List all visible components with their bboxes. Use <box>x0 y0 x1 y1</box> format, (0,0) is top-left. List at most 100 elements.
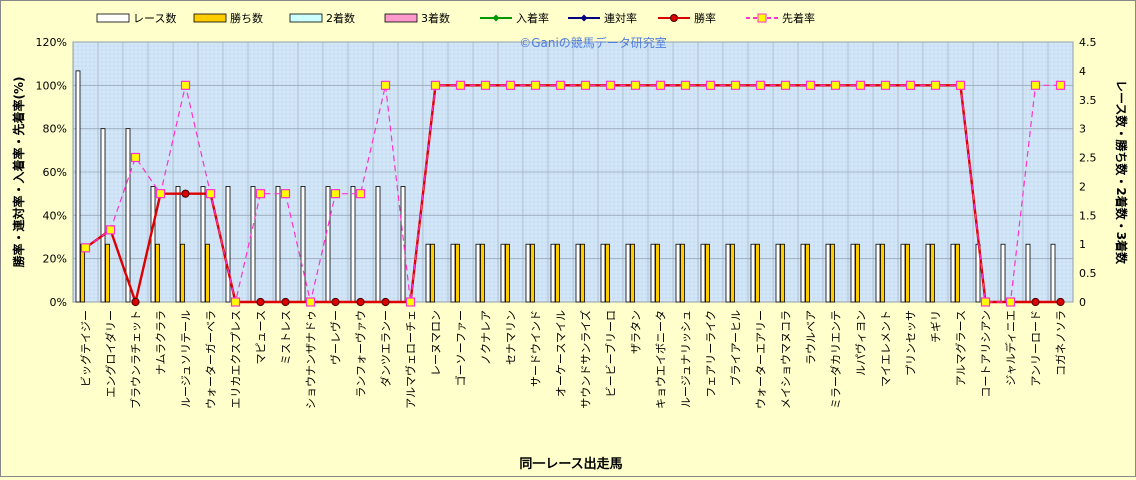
point-先着率 <box>655 80 666 90</box>
bar-series <box>75 70 1056 303</box>
y-tick-right: 4 <box>1079 65 1086 78</box>
line-series <box>80 80 1066 307</box>
bar-レース数 <box>525 243 531 303</box>
legend-swatch <box>384 13 418 23</box>
y-tick-left: 120% <box>36 36 67 49</box>
point-先着率 <box>405 297 416 307</box>
point-先着率 <box>1005 297 1016 307</box>
x-category-label: レーヌマロン <box>430 310 443 376</box>
point-先着率 <box>580 80 591 90</box>
legend-label: 入着率 <box>516 11 549 25</box>
y-tick-right: 3 <box>1079 123 1086 136</box>
point-先着率 <box>230 297 241 307</box>
x-category-label: コートアリシアン <box>980 310 993 398</box>
x-category-label: ビービーブリーロ <box>604 310 618 397</box>
point-先着率 <box>1030 80 1041 90</box>
x-category-label: エングロイダリー <box>104 310 118 398</box>
bar-レース数 <box>475 243 481 303</box>
x-category-label: オーケースマイル <box>555 310 568 397</box>
x-category-label: キョウエイボニータ <box>655 310 668 409</box>
bar-勝ち数 <box>830 243 835 303</box>
x-category-label: ザラタン <box>630 310 643 354</box>
bar-レース数 <box>625 243 631 303</box>
legend-swatch <box>96 13 130 23</box>
x-axis-label: 同一レース出走馬 <box>519 456 622 472</box>
point-勝率 <box>256 297 265 307</box>
y-tick-right: 2.5 <box>1079 152 1097 165</box>
x-category-label: サードウインド <box>530 310 543 387</box>
x-category-label: ゴーソーファー <box>454 310 468 386</box>
bar-レース数 <box>175 186 181 303</box>
legend-marker <box>580 14 588 22</box>
point-先着率 <box>255 189 266 199</box>
bar-レース数 <box>125 128 131 303</box>
x-category-label: ミラーダカリエンテ <box>829 310 843 409</box>
point-先着率 <box>855 80 866 90</box>
bar-レース数 <box>425 243 431 303</box>
bar-レース数 <box>225 186 231 303</box>
point-先着率 <box>830 80 841 90</box>
point-勝率 <box>381 297 390 307</box>
y-axis-label-left: 勝率・連対率・入着率・先着率(%) <box>11 77 26 268</box>
y-tick-right: 4.5 <box>1079 36 1097 49</box>
bar-勝ち数 <box>155 243 160 303</box>
bar-勝ち数 <box>805 243 810 303</box>
point-先着率 <box>480 80 491 90</box>
point-勝率 <box>131 297 140 307</box>
point-先着率 <box>730 80 741 90</box>
point-先着率 <box>380 80 391 90</box>
y-tick-left: 0% <box>50 296 67 309</box>
point-先着率 <box>180 80 191 90</box>
y-axis-label-right: レース数・勝ち数・2着数・3着数 <box>1114 80 1129 265</box>
bar-レース数 <box>775 243 781 303</box>
bar-勝ち数 <box>480 243 485 303</box>
bar-レース数 <box>1000 243 1006 303</box>
bar-レース数 <box>575 243 581 303</box>
bar-勝ち数 <box>855 243 860 303</box>
point-勝率 <box>1031 297 1040 307</box>
x-category-label: サウンドサンライズ <box>579 310 593 409</box>
bar-勝ち数 <box>655 243 660 303</box>
y-tick-left: 100% <box>36 79 67 92</box>
point-先着率 <box>355 189 366 199</box>
x-category-label: ショウナンザナドゥ <box>305 310 318 409</box>
y-tick-left: 80% <box>43 123 67 136</box>
x-category-label: コガネノソラ <box>1055 310 1068 376</box>
bar-勝ち数 <box>930 243 935 303</box>
bar-勝ち数 <box>680 243 685 303</box>
bar-勝ち数 <box>905 243 910 303</box>
x-category-label: ルージュナリッシュ <box>680 310 693 408</box>
bar-レース数 <box>650 243 656 303</box>
point-先着率 <box>530 80 541 90</box>
bar-勝ち数 <box>630 243 635 303</box>
point-先着率 <box>505 80 516 90</box>
point-先着率 <box>805 80 816 90</box>
y-tick-right: 2 <box>1079 180 1086 193</box>
bar-レース数 <box>300 186 306 303</box>
point-先着率 <box>605 80 616 90</box>
x-category-label: アルマヴェローチェ <box>404 310 418 409</box>
bar-レース数 <box>550 243 556 303</box>
bar-レース数 <box>375 186 381 303</box>
legend-marker <box>757 13 767 23</box>
y-tick-right: 0.5 <box>1079 267 1097 280</box>
point-先着率 <box>880 80 891 90</box>
bar-レース数 <box>725 243 731 303</box>
point-先着率 <box>955 80 966 90</box>
line-先着率 <box>85 84 1061 303</box>
point-勝率 <box>281 297 290 307</box>
legend-label: 勝ち数 <box>230 11 263 25</box>
bar-勝ち数 <box>505 243 510 303</box>
legend-marker <box>670 14 678 22</box>
x-category-label: プリンセッサ <box>905 310 918 376</box>
point-先着率 <box>205 189 216 199</box>
bar-レース数 <box>450 243 456 303</box>
legend-swatch <box>193 13 227 23</box>
x-category-label: ラウルベア <box>805 310 818 365</box>
bar-レース数 <box>1025 243 1031 303</box>
point-先着率 <box>130 152 141 163</box>
left-axis-ticks: 0% 20% 40% 60% 80% 100% 120% <box>36 36 67 309</box>
right-axis-ticks: 0 0.5 1 1.5 2 2.5 3 3.5 4 4.5 <box>1079 36 1097 309</box>
